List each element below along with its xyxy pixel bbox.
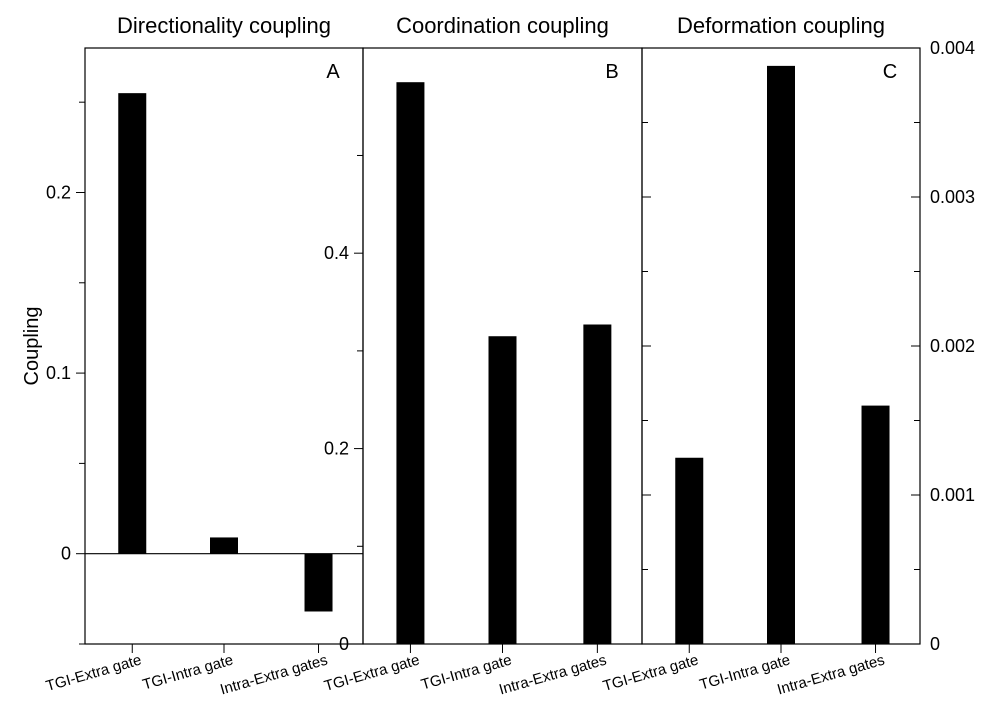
- y-tick-label: 0.1: [46, 363, 71, 383]
- panel-1: Directionality coupling A 0 0.1 0.2 TGI-Extra…: [21, 13, 364, 699]
- y-tick-label: 0.003: [930, 187, 975, 207]
- panel-letter: B: [605, 61, 618, 83]
- panel-letter: C: [883, 61, 897, 83]
- x-category-label: Intra-Extra gates: [497, 652, 608, 699]
- x-category-label: TGI-Extra gate: [601, 652, 700, 695]
- bar-2: [767, 65, 795, 644]
- x-category-label: TGI-Extra gate: [322, 652, 421, 695]
- y-tick-label: 0.2: [324, 439, 349, 459]
- bar-1: [396, 82, 425, 645]
- panel-letter: A: [326, 61, 340, 83]
- bar-3: [583, 324, 612, 644]
- chart-title: Coordination coupling: [396, 13, 609, 38]
- y-axis-title: Coupling: [21, 307, 43, 386]
- panel-2: Coordination coupling B 0 0.2 0.4 TGI-Extra g…: [322, 13, 643, 699]
- y-tick-label: 0: [61, 544, 71, 564]
- chart-title: Directionality coupling: [117, 13, 331, 38]
- bar-3: [304, 553, 333, 612]
- bar-2: [488, 336, 517, 644]
- bar-3: [861, 405, 890, 644]
- y-tick-label: 0.004: [930, 38, 975, 58]
- bar-1: [675, 457, 704, 644]
- y-tick-label: 0: [930, 634, 940, 654]
- x-category-label: TGI-Extra gate: [44, 652, 143, 695]
- y-tick-label: 0: [339, 634, 349, 654]
- panel-3: Deformation coupling C 0 0.001 0.002 0.003 0.0…: [601, 13, 975, 698]
- chart-title: Deformation coupling: [677, 13, 885, 38]
- y-tick-label: 0.2: [46, 182, 71, 202]
- x-category-label: Intra-Extra gates: [218, 652, 329, 699]
- x-category-label: Intra-Extra gates: [775, 652, 886, 699]
- bar-1: [118, 93, 147, 554]
- y-tick-label: 0.001: [930, 485, 975, 505]
- y-tick-label: 0.002: [930, 336, 975, 356]
- y-tick-label: 0.4: [324, 243, 349, 263]
- bar-2: [210, 537, 238, 554]
